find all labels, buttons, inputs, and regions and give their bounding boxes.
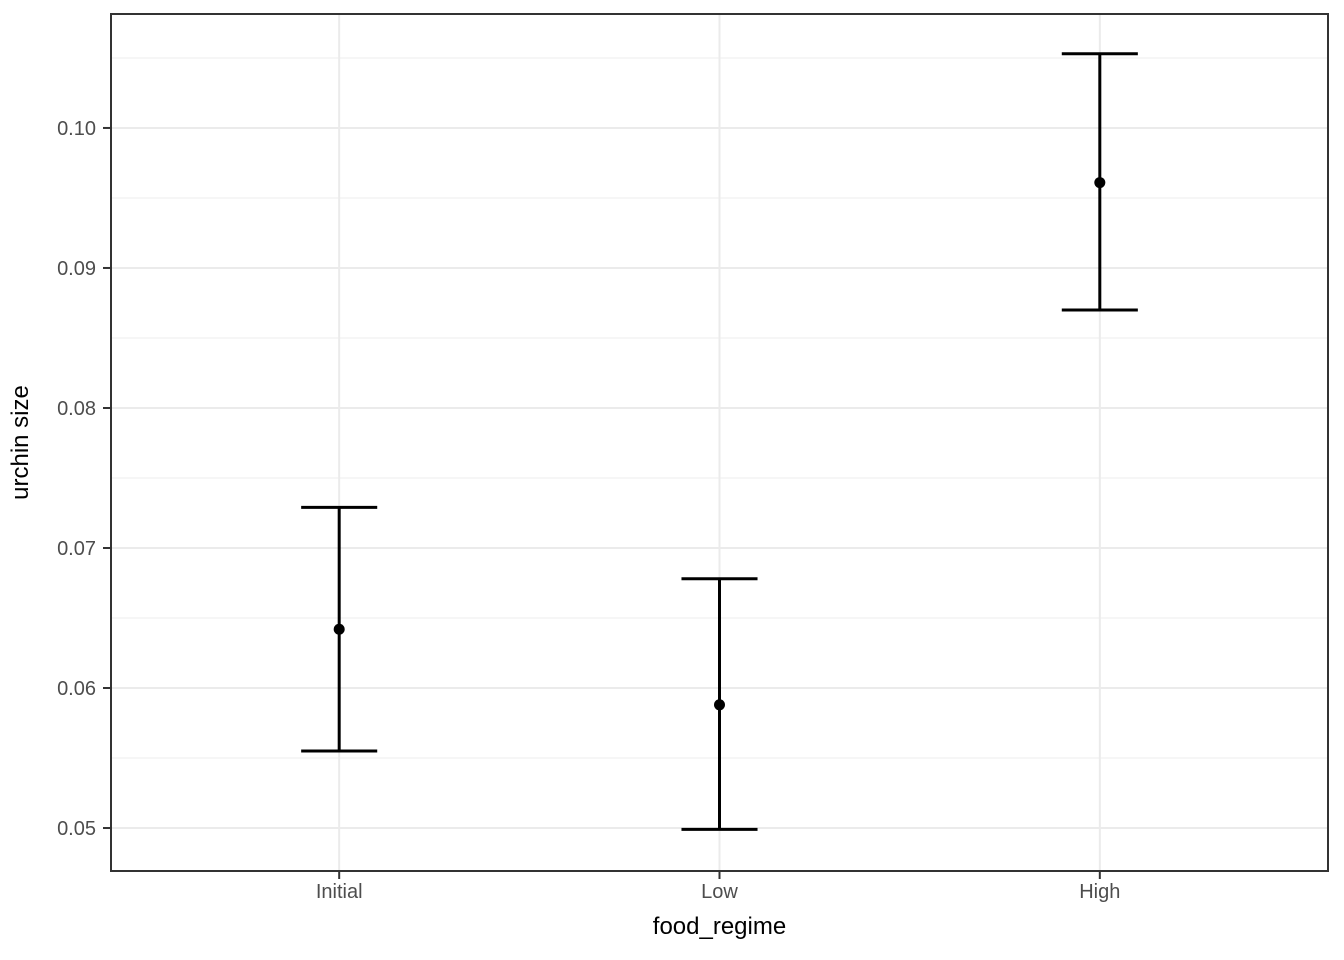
y-tick-label: 0.07: [57, 538, 96, 560]
x-tick-label: Initial: [316, 881, 363, 903]
axis-ticks-layer: [103, 126, 1101, 879]
errorbar-group-initial: [301, 505, 378, 753]
x-tick-label: High: [1079, 881, 1120, 903]
y-tick-label: 0.10: [57, 118, 96, 140]
errorbar-group-low: [681, 577, 758, 831]
axis-tick-labels-layer: 0.05 0.06 0.07 0.08 0.09 0.10 Initial Low High: [57, 118, 1120, 903]
x-axis-title: food_regime: [653, 913, 786, 940]
x-tick-label: Low: [701, 881, 738, 903]
y-tick-label: 0.05: [57, 818, 96, 840]
y-tick-label: 0.08: [57, 398, 96, 420]
y-axis-title: urchin size: [7, 385, 34, 500]
y-tick-label: 0.06: [57, 678, 96, 700]
prediction-point: [714, 699, 725, 711]
prediction-point: [333, 623, 345, 635]
grid-major-layer: [111, 14, 1328, 871]
y-tick-label: 0.09: [57, 258, 96, 280]
prediction-point: [1094, 177, 1106, 189]
errorbar-group-high: [1061, 52, 1138, 312]
data-layer: [301, 52, 1138, 831]
